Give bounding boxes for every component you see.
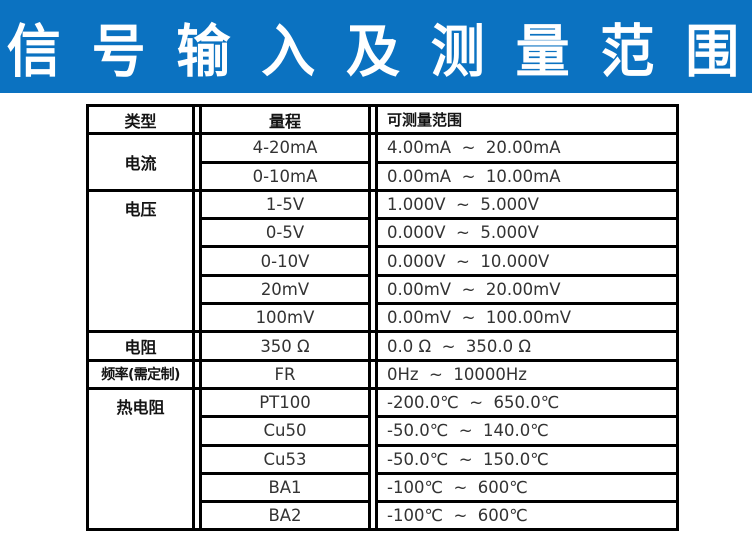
divider [89, 330, 676, 334]
range-cell: 350 Ω [199, 333, 371, 359]
page-title: 信 号 输 入 及 测 量 范 围 [6, 18, 746, 85]
divider [375, 302, 676, 306]
divider [89, 132, 676, 136]
range-cell: 100mV [199, 305, 371, 331]
measurable-cell: 0.0 Ω ~ 350.0 Ω [375, 333, 676, 359]
range-cell: BA2 [199, 503, 371, 529]
divider [199, 471, 371, 475]
range-cell: FR [199, 361, 371, 387]
range-cell: Cu50 [199, 418, 371, 444]
measurable-cell: 0.000V ~ 5.000V [375, 220, 676, 246]
divider [199, 302, 371, 306]
measurable-cell: -50.0℃ ~ 150.0℃ [375, 446, 676, 472]
type-cell-resistance: 电阻 [89, 333, 195, 359]
divider [89, 386, 676, 390]
type-cell-voltage: 电压 [89, 191, 195, 331]
type-cell-current: 电流 [89, 135, 195, 189]
type-cell-rtd: 热电阻 [89, 389, 195, 529]
measurable-cell: -200.0℃ ~ 650.0℃ [375, 389, 676, 416]
measurable-cell: 0.000V ~ 10.000V [375, 248, 676, 274]
divider [199, 217, 371, 221]
divider [375, 217, 676, 221]
measurable-cell: 0.00mV ~ 100.00mV [375, 305, 676, 331]
divider [375, 443, 676, 447]
measurable-cell: 0Hz ~ 10000Hz [375, 361, 676, 387]
divider [375, 245, 676, 249]
range-cell: 4-20mA [199, 135, 371, 161]
divider [375, 500, 676, 504]
measurable-cell: -100℃ ~ 600℃ [375, 503, 676, 529]
range-cell: PT100 [199, 389, 371, 416]
divider [89, 358, 676, 362]
range-cell: 1-5V [199, 191, 371, 218]
range-cell: 0-10mA [199, 163, 371, 189]
header-cell-measurable: 可测量范围 [375, 107, 676, 133]
type-cell-frequency: 频率(需定制) [89, 361, 195, 387]
divider [199, 500, 371, 504]
measurable-cell: 0.00mV ~ 20.00mV [375, 276, 676, 303]
divider [199, 160, 371, 164]
divider [375, 273, 676, 277]
measurable-cell: 1.000V ~ 5.000V [375, 191, 676, 218]
measurable-cell: 0.00mA ~ 10.00mA [375, 163, 676, 189]
divider [375, 471, 676, 475]
divider [199, 415, 371, 419]
divider [375, 415, 676, 419]
range-cell: BA1 [199, 474, 371, 501]
range-cell: 0-10V [199, 248, 371, 274]
range-cell: 20mV [199, 276, 371, 303]
header-cell-range: 量程 [199, 107, 371, 133]
measurable-cell: -50.0℃ ~ 140.0℃ [375, 418, 676, 444]
range-cell: 0-5V [199, 220, 371, 246]
divider [199, 245, 371, 249]
header-cell-type: 类型 [89, 107, 195, 133]
divider [199, 443, 371, 447]
measurable-cell: 4.00mA ~ 20.00mA [375, 135, 676, 161]
signal-range-table: 类型 量程 可测量范围 电流 4-20mA 4.00mA ~ 20.00mA 0… [86, 104, 679, 532]
divider [375, 160, 676, 164]
measurable-cell: -100℃ ~ 600℃ [375, 474, 676, 501]
title-banner: 信 号 输 入 及 测 量 范 围 [0, 0, 752, 93]
divider [199, 273, 371, 277]
range-cell: Cu53 [199, 446, 371, 472]
divider [89, 188, 676, 192]
